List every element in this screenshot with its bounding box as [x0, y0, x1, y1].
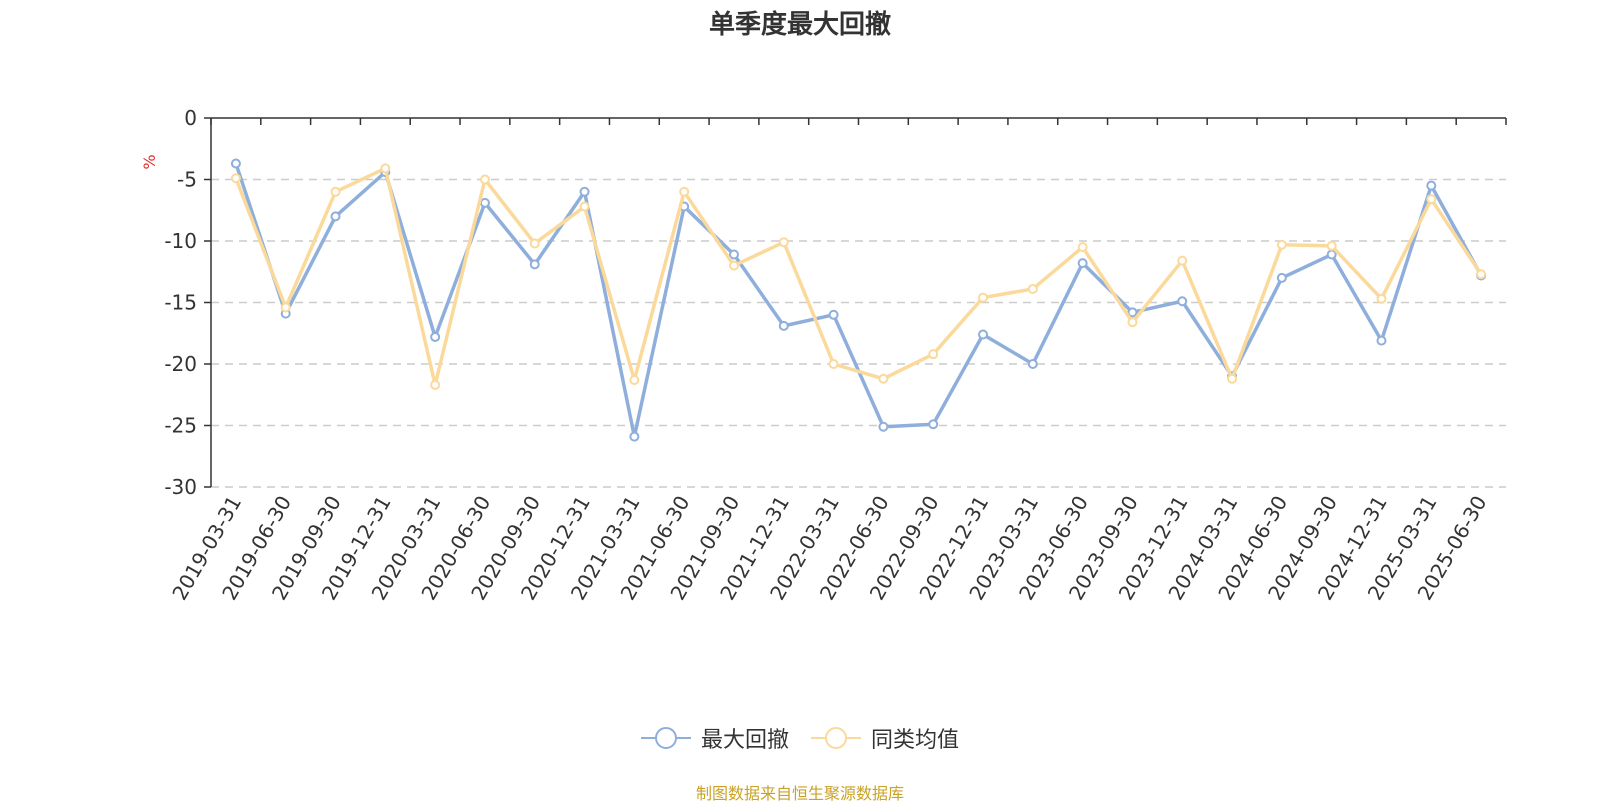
- y-tick-label: -15: [164, 291, 197, 315]
- data-point: [1426, 180, 1437, 191]
- data-point: [430, 379, 441, 390]
- data-point: [728, 260, 739, 271]
- data-point: [978, 292, 989, 303]
- data-point: [1276, 272, 1287, 283]
- series-layer: [230, 158, 1487, 442]
- data-point: [579, 201, 590, 212]
- legend-line-circle-icon: [811, 727, 861, 749]
- data-point: [778, 320, 789, 331]
- y-tick-label: -10: [164, 229, 197, 253]
- data-point: [1426, 194, 1437, 205]
- series-1: [230, 158, 1487, 442]
- y-tick-label: -25: [164, 414, 197, 438]
- axes: 0-5-10-15-20-25-302019-03-312019-06-3020…: [164, 106, 1507, 604]
- data-point: [928, 349, 939, 360]
- data-point: [380, 163, 391, 174]
- data-point: [230, 158, 241, 169]
- data-point: [728, 249, 739, 260]
- data-point: [330, 186, 341, 197]
- source-note: 制图数据来自恒生聚源数据库: [695, 784, 904, 803]
- legend-item[interactable]: 最大回撤: [640, 722, 789, 754]
- data-point: [479, 174, 490, 185]
- grid-lines: [211, 178, 1506, 488]
- data-point: [529, 238, 540, 249]
- y-tick-label: 0: [184, 106, 197, 130]
- data-point: [529, 259, 540, 270]
- legend-line-circle-icon: [640, 727, 691, 749]
- data-point: [1376, 335, 1387, 346]
- data-point: [1127, 317, 1138, 328]
- data-point: [1177, 255, 1188, 266]
- legend: 最大回撤 同类均值: [0, 722, 1600, 754]
- data-point: [1027, 283, 1038, 294]
- series-2: [230, 163, 1487, 390]
- data-point: [1177, 296, 1188, 307]
- series-line: [234, 162, 1483, 439]
- y-tick-label: -20: [164, 352, 197, 376]
- data-point: [828, 309, 839, 320]
- data-point: [1326, 249, 1337, 260]
- data-point: [1027, 359, 1038, 369]
- legend-item[interactable]: 同类均值: [811, 722, 959, 754]
- chart-title: 单季度最大回撤: [708, 10, 891, 40]
- data-point: [1276, 239, 1287, 250]
- data-point: [1077, 242, 1088, 253]
- data-point: [479, 197, 490, 208]
- data-point: [928, 419, 939, 430]
- data-point: [579, 186, 590, 197]
- data-point: [430, 331, 441, 342]
- y-axis-label: %: [140, 154, 159, 169]
- series-line: [234, 166, 1483, 387]
- data-point: [1127, 307, 1138, 318]
- data-point: [1326, 240, 1337, 251]
- legend-label: 同类均值: [871, 728, 960, 753]
- data-point: [778, 237, 789, 248]
- data-point: [330, 211, 341, 222]
- data-point: [1476, 269, 1487, 280]
- data-point: [679, 186, 690, 197]
- data-point: [1077, 258, 1088, 269]
- data-point: [878, 421, 889, 432]
- data-point: [629, 431, 640, 442]
- data-point: [878, 373, 889, 384]
- data-point: [978, 329, 989, 340]
- data-point: [1227, 373, 1238, 384]
- legend-label: 最大回撤: [700, 728, 789, 753]
- y-tick-label: -5: [177, 168, 197, 192]
- y-tick-label: -30: [164, 475, 197, 499]
- data-point: [280, 302, 291, 313]
- data-point: [1376, 293, 1387, 304]
- data-point: [828, 359, 839, 369]
- data-point: [230, 173, 241, 184]
- data-point: [629, 374, 640, 385]
